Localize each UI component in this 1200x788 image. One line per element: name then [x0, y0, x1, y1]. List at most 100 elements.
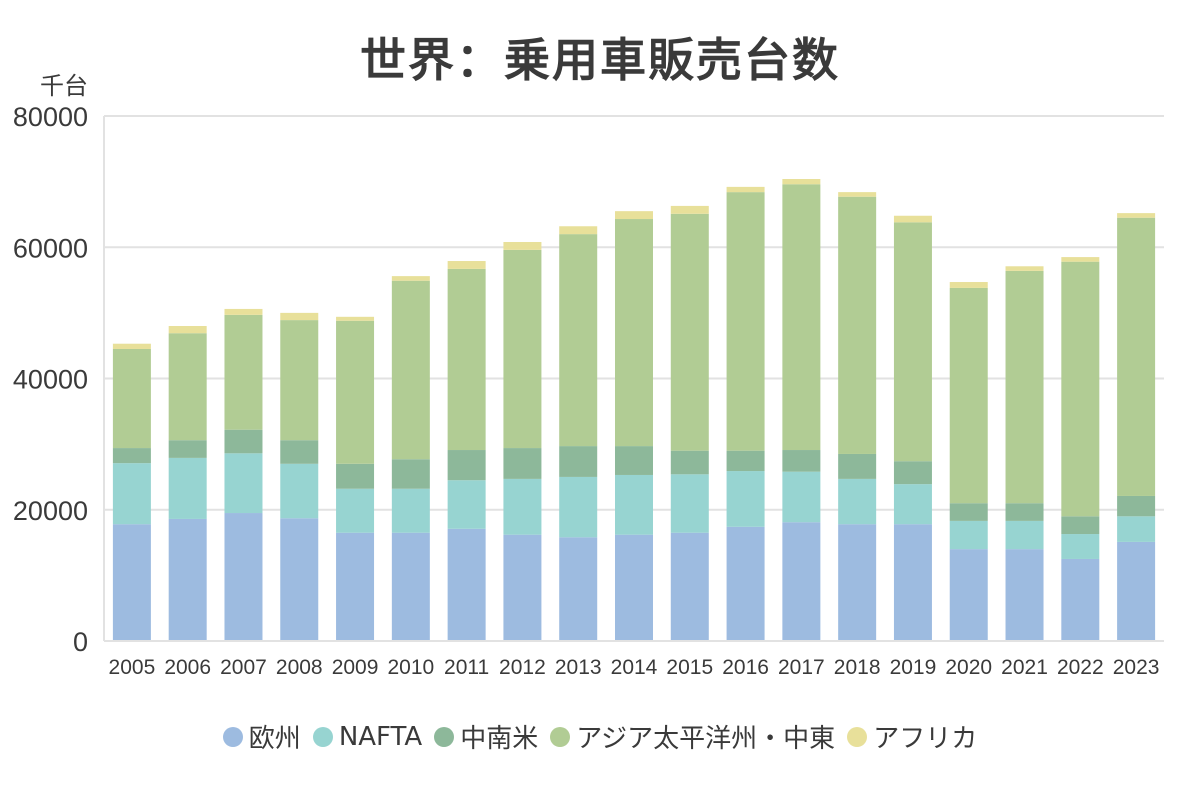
- bar-segment-2-2012: [503, 448, 542, 479]
- y-tick-label: 20000: [13, 496, 88, 526]
- bar-segment-4-2014: [615, 211, 653, 220]
- bar-segment-4-2009: [336, 316, 375, 321]
- bar-segment-3-2007: [224, 314, 263, 430]
- bar-segment-1-2008: [280, 463, 319, 519]
- x-tick-label: 2007: [220, 656, 267, 679]
- bar-segment-2-2016: [726, 450, 765, 472]
- legend-label: 中南米: [460, 724, 539, 754]
- bar-segment-0-2006: [168, 518, 207, 641]
- bar-segment-3-2010: [391, 280, 430, 460]
- bars: [112, 179, 1156, 641]
- bar-segment-4-2023: [1117, 213, 1156, 218]
- legend-label: NAFTA: [338, 721, 423, 752]
- bar-segment-4-2012: [503, 242, 542, 250]
- legend-marker-icon: [847, 726, 868, 747]
- bar-segment-1-2015: [670, 474, 709, 533]
- legend-marker-icon: [550, 726, 571, 747]
- bar-segment-0-2015: [670, 532, 709, 641]
- legend-item: 欧州: [222, 718, 301, 755]
- legend-item: アジア太平洋州・中東: [550, 718, 835, 755]
- bar-segment-3-2011: [447, 268, 486, 451]
- bar-segment-0-2008: [280, 518, 319, 641]
- bar-segment-4-2020: [949, 282, 988, 288]
- y-tick-labels: 0 20000 40000 60000 80000: [13, 102, 88, 657]
- bar-segment-3-2016: [726, 192, 765, 451]
- y-tick-label: 80000: [13, 102, 88, 132]
- x-tick-label: 2018: [834, 656, 881, 679]
- bar-segment-1-2005: [112, 463, 151, 525]
- x-tick-label: 2016: [722, 656, 769, 679]
- x-tick-label: 2010: [387, 656, 434, 679]
- legend-item: NAFTA: [312, 721, 423, 752]
- bar-segment-1-2021: [1005, 520, 1044, 550]
- bar-segment-1-2018: [838, 478, 877, 525]
- bar-segment-1-2006: [168, 457, 207, 519]
- bar-segment-2-2020: [949, 503, 988, 521]
- bar-segment-1-2011: [447, 480, 486, 529]
- bar-segment-3-2013: [559, 234, 598, 447]
- bar-segment-2-2015: [670, 450, 709, 475]
- bar-segment-3-2014: [615, 219, 653, 447]
- bar-segment-0-2012: [503, 534, 542, 641]
- bar-segment-0-2009: [336, 532, 375, 641]
- bar-segment-2-2009: [336, 463, 375, 489]
- bar-segment-4-2010: [391, 276, 430, 281]
- bar-segment-1-2017: [782, 471, 821, 523]
- bar-segment-0-2010: [391, 532, 430, 641]
- x-tick-label: 2008: [276, 656, 323, 679]
- bar-segment-2-2007: [224, 429, 263, 454]
- bar-segment-0-2014: [615, 534, 653, 641]
- x-tick-label: 2011: [444, 656, 489, 679]
- bar-segment-3-2008: [280, 320, 319, 441]
- legend-marker-icon: [222, 726, 243, 747]
- x-tick-label: 2019: [890, 656, 937, 679]
- bar-segment-0-2016: [726, 526, 765, 641]
- bar-segment-2-2017: [782, 450, 821, 472]
- bar-segment-3-2012: [503, 249, 542, 449]
- bar-segment-4-2016: [726, 186, 765, 193]
- legend: 欧州 NAFTA 中南米 アジア太平洋州・中東 アフリカ: [0, 718, 1200, 755]
- bar-segment-1-2012: [503, 478, 542, 535]
- bar-segment-2-2019: [893, 461, 932, 485]
- bar-segment-0-2005: [112, 524, 151, 641]
- y-tick-label: 0: [73, 627, 88, 657]
- bar-segment-2-2010: [391, 459, 430, 489]
- x-tick-label: 2014: [611, 656, 658, 679]
- legend-marker-icon: [312, 726, 333, 747]
- bar-segment-1-2013: [559, 476, 598, 538]
- bar-segment-3-2015: [670, 213, 709, 451]
- x-tick-label: 2021: [1001, 656, 1048, 679]
- bar-segment-1-2020: [949, 520, 988, 550]
- bar-segment-0-2013: [559, 537, 598, 641]
- bar-segment-2-2011: [447, 450, 486, 481]
- x-tick-label: 2017: [778, 656, 825, 679]
- bar-segment-2-2006: [168, 440, 207, 458]
- legend-label: アジア太平洋州・中東: [576, 724, 836, 754]
- bar-segment-2-2013: [559, 446, 598, 477]
- legend-label: アフリカ: [873, 724, 978, 754]
- bar-segment-3-2009: [336, 320, 375, 464]
- bar-segment-0-2011: [447, 528, 486, 641]
- bar-segment-4-2005: [112, 343, 151, 349]
- bar-segment-1-2016: [726, 471, 765, 527]
- bar-segment-3-2006: [168, 333, 207, 441]
- bar-segment-1-2019: [893, 484, 932, 525]
- bar-segment-1-2007: [224, 453, 263, 514]
- bar-segment-3-2022: [1061, 261, 1100, 517]
- bar-segment-1-2023: [1117, 516, 1156, 542]
- bar-segment-2-2005: [112, 448, 151, 464]
- bar-segment-4-2018: [838, 192, 877, 197]
- chart-title: 世界：乗用車販売台数: [360, 33, 840, 87]
- bar-segment-3-2023: [1117, 217, 1156, 496]
- bar-segment-2-2008: [280, 440, 319, 464]
- bar-segment-4-2021: [1005, 266, 1044, 271]
- x-tick-label: 2006: [164, 656, 211, 679]
- bar-segment-0-2019: [893, 524, 932, 641]
- bar-segment-0-2021: [1005, 549, 1044, 641]
- bar-segment-4-2022: [1061, 257, 1100, 262]
- axes: [103, 116, 1164, 642]
- x-tick-label: 2012: [499, 656, 546, 679]
- legend-item: 中南米: [434, 718, 538, 755]
- bar-segment-4-2011: [447, 261, 486, 269]
